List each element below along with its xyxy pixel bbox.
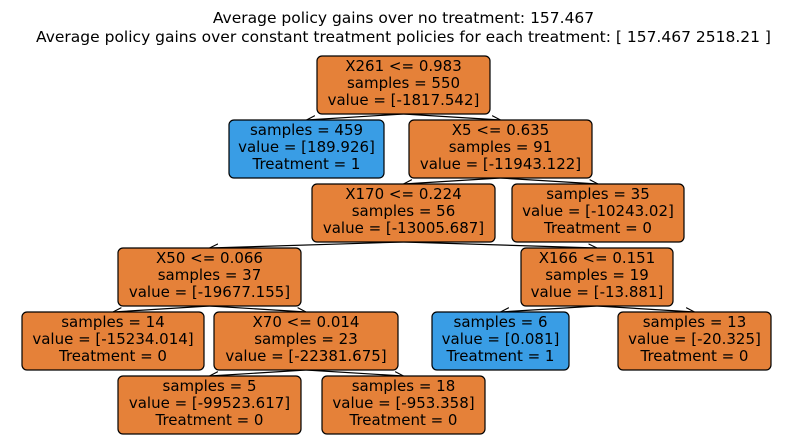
node-box (117, 375, 302, 435)
tree-edge-n6-n10 (596, 305, 695, 312)
node-line-2: samples = 19 (545, 266, 649, 284)
node-line-2: samples = 37 (158, 266, 262, 284)
node-line-2: samples = 91 (449, 138, 553, 156)
edges (113, 113, 695, 376)
node-box (431, 311, 570, 371)
node-line-3: Treatment = 0 (58, 347, 167, 365)
node-line-2: value = [0.081] (442, 330, 560, 348)
node-box (617, 311, 772, 371)
node-line-2: value = [-15234.014] (32, 330, 193, 348)
node-line-2: value = [-953.358] (332, 394, 474, 412)
tree-edge-n3-n6 (403, 241, 598, 248)
tree-edge-n2-n4 (500, 177, 599, 184)
node-line-1: X170 <= 0.224 (345, 185, 462, 203)
node-line-1: samples = 13 (643, 313, 747, 331)
node-box (213, 311, 399, 371)
node-line-2: value = [-20.325] (628, 330, 761, 348)
node-box (520, 247, 674, 307)
node-line-1: samples = 459 (250, 121, 363, 139)
node-line-1: samples = 35 (546, 185, 650, 203)
node-line-1: samples = 6 (454, 313, 548, 331)
node-line-1: X50 <= 0.066 (156, 249, 263, 267)
node-line-2: value = [-10243.02] (522, 202, 674, 220)
tree-edge-n3-n5 (210, 241, 404, 248)
node-line-2: value = [189.926] (238, 138, 375, 156)
node-line-3: value = [-13.881] (531, 283, 664, 301)
title-line-2: Average policy gains over constant treat… (36, 28, 771, 46)
node-line-1: X261 <= 0.983 (345, 57, 462, 75)
node-line-2: samples = 56 (352, 202, 456, 220)
node-box (311, 183, 496, 243)
node-line-2: value = [-99523.617] (129, 394, 290, 412)
node-line-3: Treatment = 0 (640, 347, 749, 365)
node-line-1: X70 <= 0.014 (253, 313, 360, 331)
node-line-3: Treatment = 1 (446, 347, 555, 365)
chart-title: Average policy gains over no treatment: … (0, 9, 807, 47)
node-line-1: samples = 18 (352, 377, 456, 395)
node-line-1: X5 <= 0.635 (452, 121, 549, 139)
node-box (117, 247, 302, 307)
node-line-3: Treatment = 1 (252, 155, 361, 173)
title-line-1: Average policy gains over no treatment: … (212, 9, 595, 27)
node-line-3: value = [-19677.155] (129, 283, 290, 301)
tree-edge-n0-n1 (307, 113, 404, 120)
node-box (511, 183, 685, 243)
node-line-2: samples = 23 (254, 330, 358, 348)
node-line-3: Treatment = 0 (543, 219, 652, 237)
tree-edge-n2-n3 (404, 177, 501, 184)
node-line-3: value = [-1817.542] (328, 91, 480, 109)
node-box (228, 119, 385, 179)
node-line-1: samples = 14 (61, 313, 165, 331)
node-box (408, 119, 593, 179)
node-line-3: value = [-13005.687] (323, 219, 484, 237)
tree-edge-n5-n7 (113, 305, 210, 312)
node-line-3: Treatment = 0 (349, 411, 458, 429)
node-line-1: X166 <= 0.151 (539, 249, 656, 267)
tree-edge-n6-n9 (501, 305, 598, 312)
tree-edge-n8-n11 (210, 369, 307, 376)
node-box (321, 375, 486, 435)
node-line-3: value = [-11943.122] (420, 155, 581, 173)
tree-edge-n5-n8 (209, 305, 307, 312)
node-line-1: samples = 5 (163, 377, 257, 395)
node-box (316, 55, 491, 115)
node-line-3: value = [-22381.675] (225, 347, 386, 365)
node-box (21, 311, 205, 371)
node-line-3: Treatment = 0 (155, 411, 264, 429)
tree-edge-n8-n12 (305, 369, 404, 376)
node-line-2: samples = 550 (347, 74, 460, 92)
tree-edge-n0-n2 (403, 113, 501, 120)
